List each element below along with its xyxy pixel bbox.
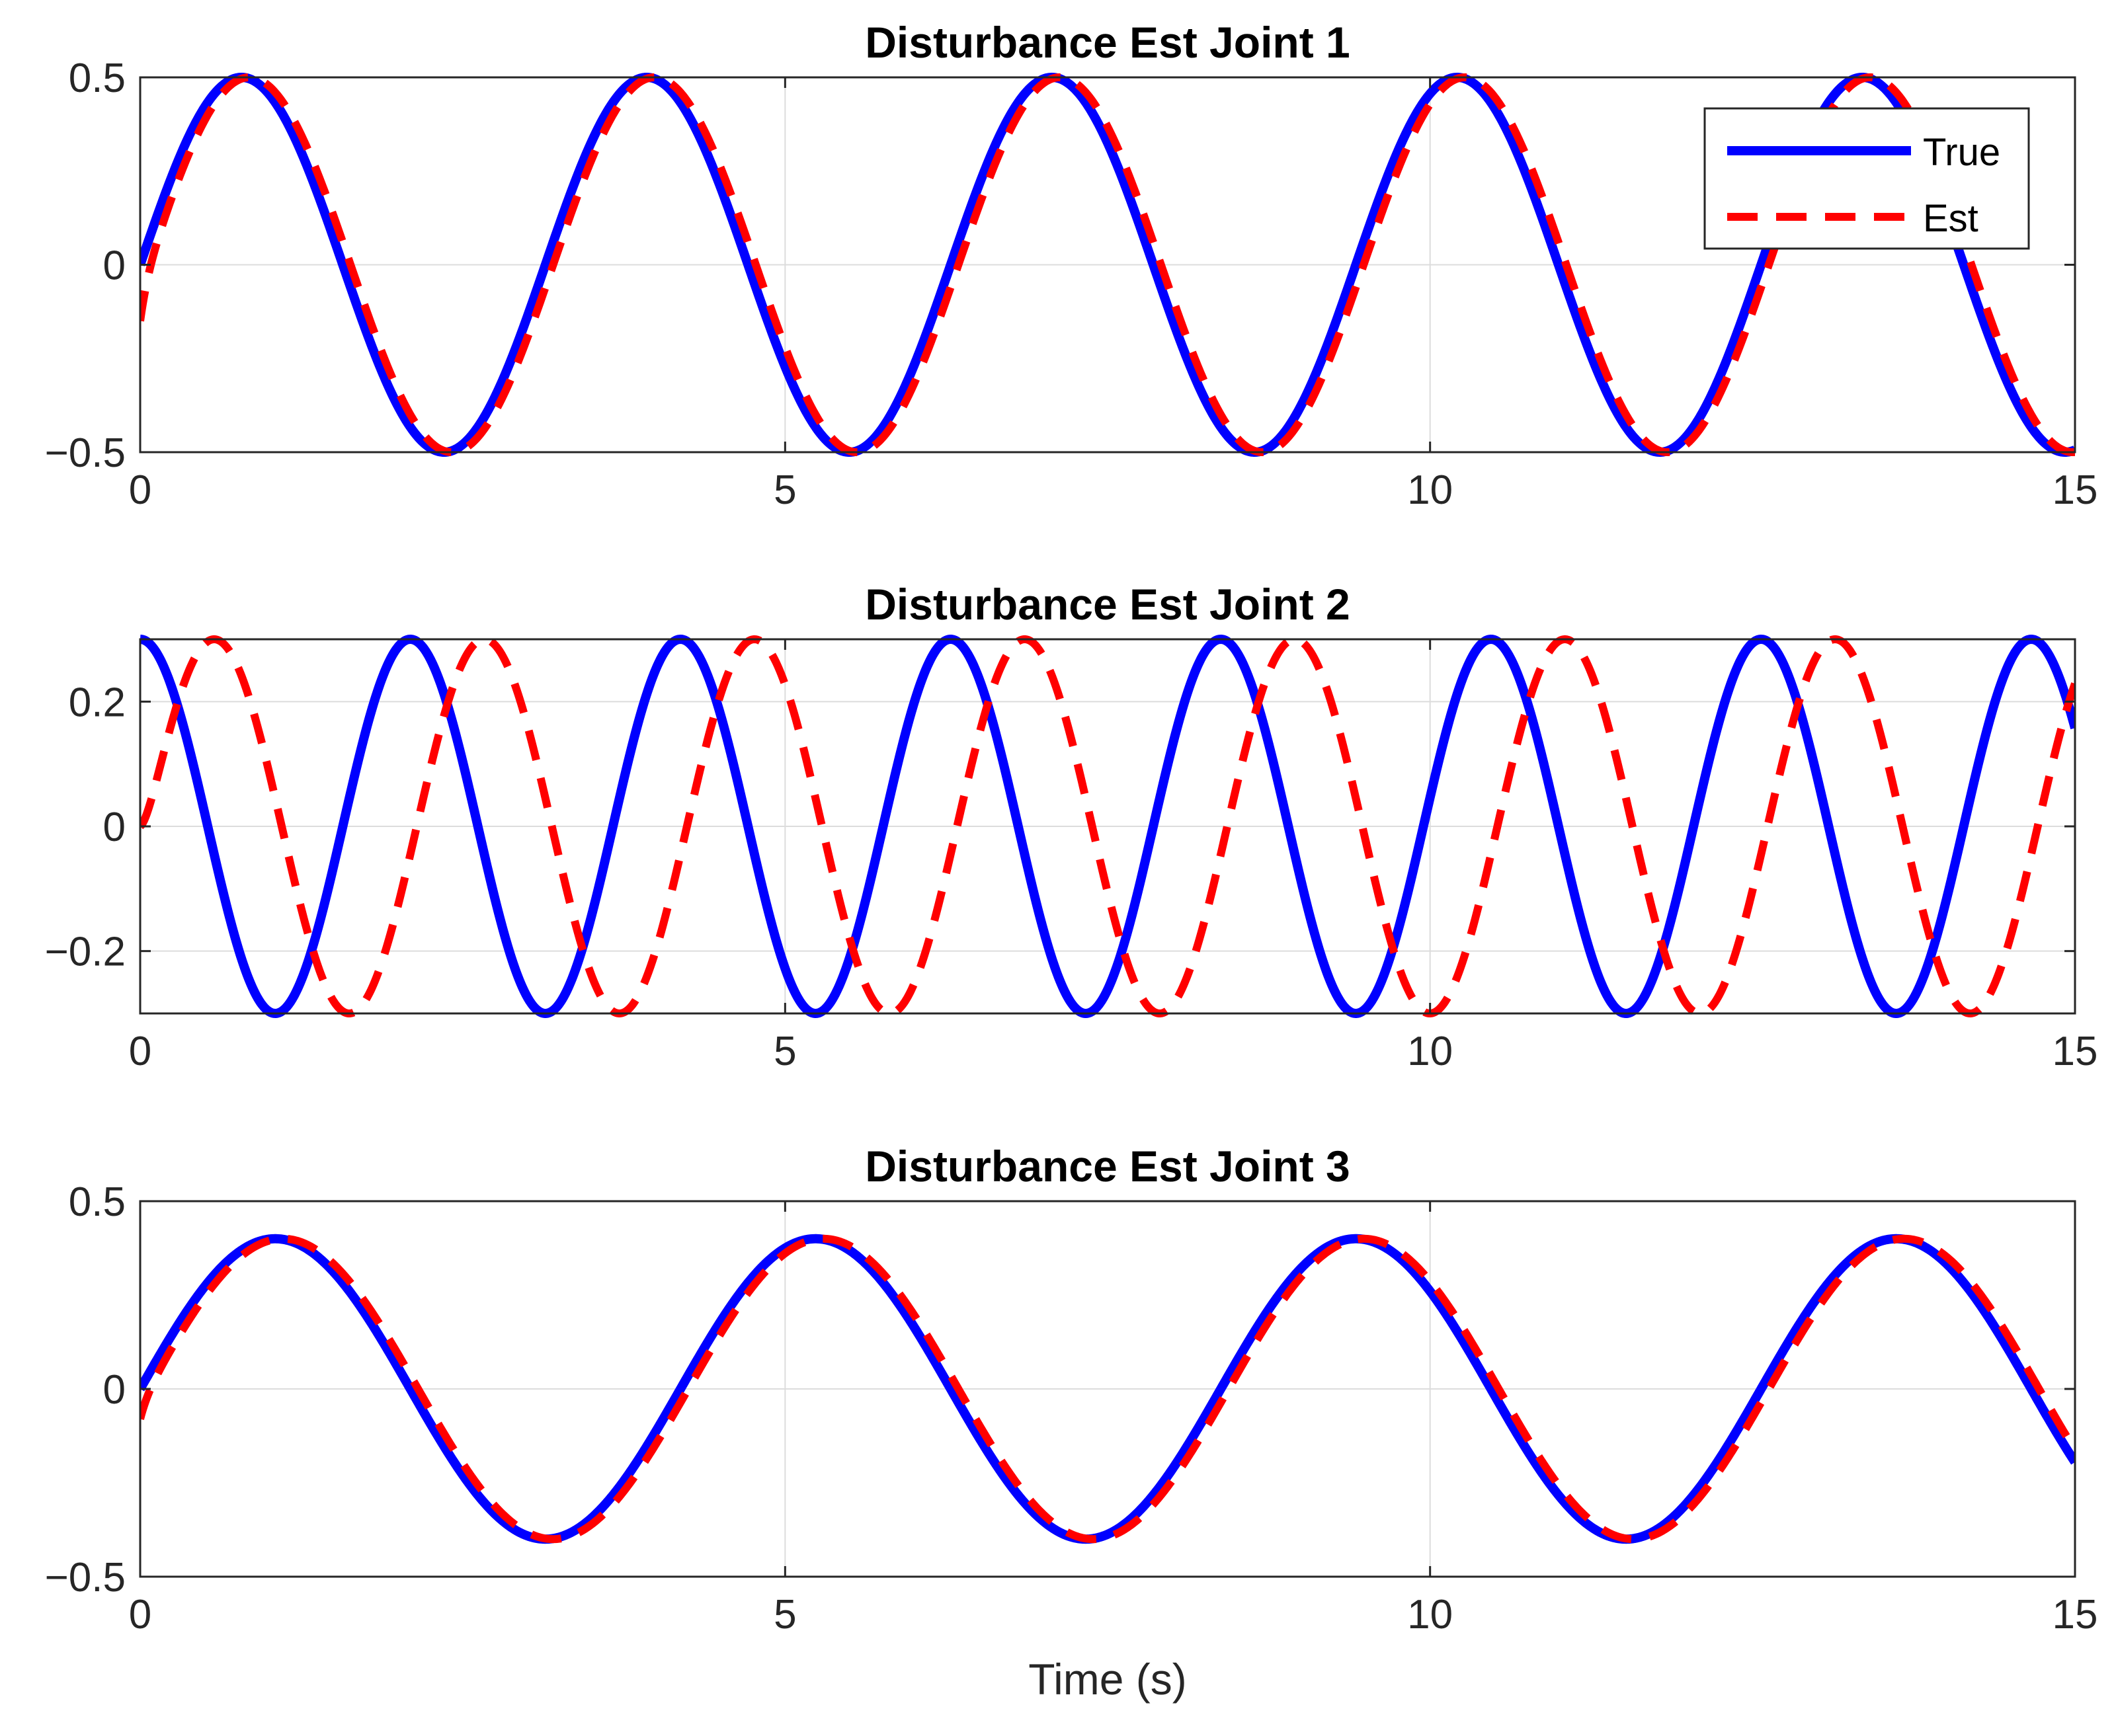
y-tick-label: 0 <box>103 1367 126 1413</box>
series-line-true <box>140 73 2075 457</box>
x-axis-label: Time (s) <box>1028 1655 1187 1704</box>
y-tick-label: 0.5 <box>69 56 126 101</box>
x-tick-label: 15 <box>2053 467 2098 513</box>
series-line-true <box>140 635 2075 1018</box>
series-line-est <box>140 73 2075 456</box>
series-line-est <box>140 635 2075 1017</box>
chart-title: Disturbance Est Joint 3 <box>865 1142 1350 1191</box>
y-tick-label: −0.5 <box>45 1555 126 1600</box>
x-tick-label: 10 <box>1407 1592 1453 1637</box>
x-tick-label: 10 <box>1407 467 1453 513</box>
x-tick-label: 0 <box>129 1592 151 1637</box>
x-tick-label: 0 <box>129 467 151 513</box>
subplot-2: 0 5 10 15 −0.2 0 0.2 Disturbance Est Joint 2 <box>45 580 2098 1074</box>
y-tick-label: −0.5 <box>45 430 126 476</box>
legend-label-true: True <box>1923 131 2000 174</box>
x-tick-label: 5 <box>774 467 796 513</box>
chart-title: Disturbance Est Joint 1 <box>865 18 1350 67</box>
y-tick-label: 0 <box>103 805 126 850</box>
chart-title: Disturbance Est Joint 2 <box>865 580 1350 629</box>
x-tick-label: 0 <box>129 1029 151 1074</box>
y-tick-label: 0 <box>103 243 126 289</box>
series-line-est <box>140 1234 2075 1544</box>
y-tick-label: 0.5 <box>69 1179 126 1225</box>
legend-box <box>1703 107 2030 250</box>
legend-label-est: Est <box>1923 197 1978 240</box>
x-tick-label: 5 <box>774 1592 796 1637</box>
y-tick-label: −0.2 <box>45 929 126 975</box>
x-tick-label: 15 <box>2053 1592 2098 1637</box>
x-tick-label: 5 <box>774 1029 796 1074</box>
legend: True Est <box>1703 107 2030 250</box>
series-line-true <box>140 1234 2075 1544</box>
x-tick-label: 10 <box>1407 1029 1453 1074</box>
y-tick-label: 0.2 <box>69 680 126 725</box>
x-tick-label: 15 <box>2053 1029 2098 1074</box>
